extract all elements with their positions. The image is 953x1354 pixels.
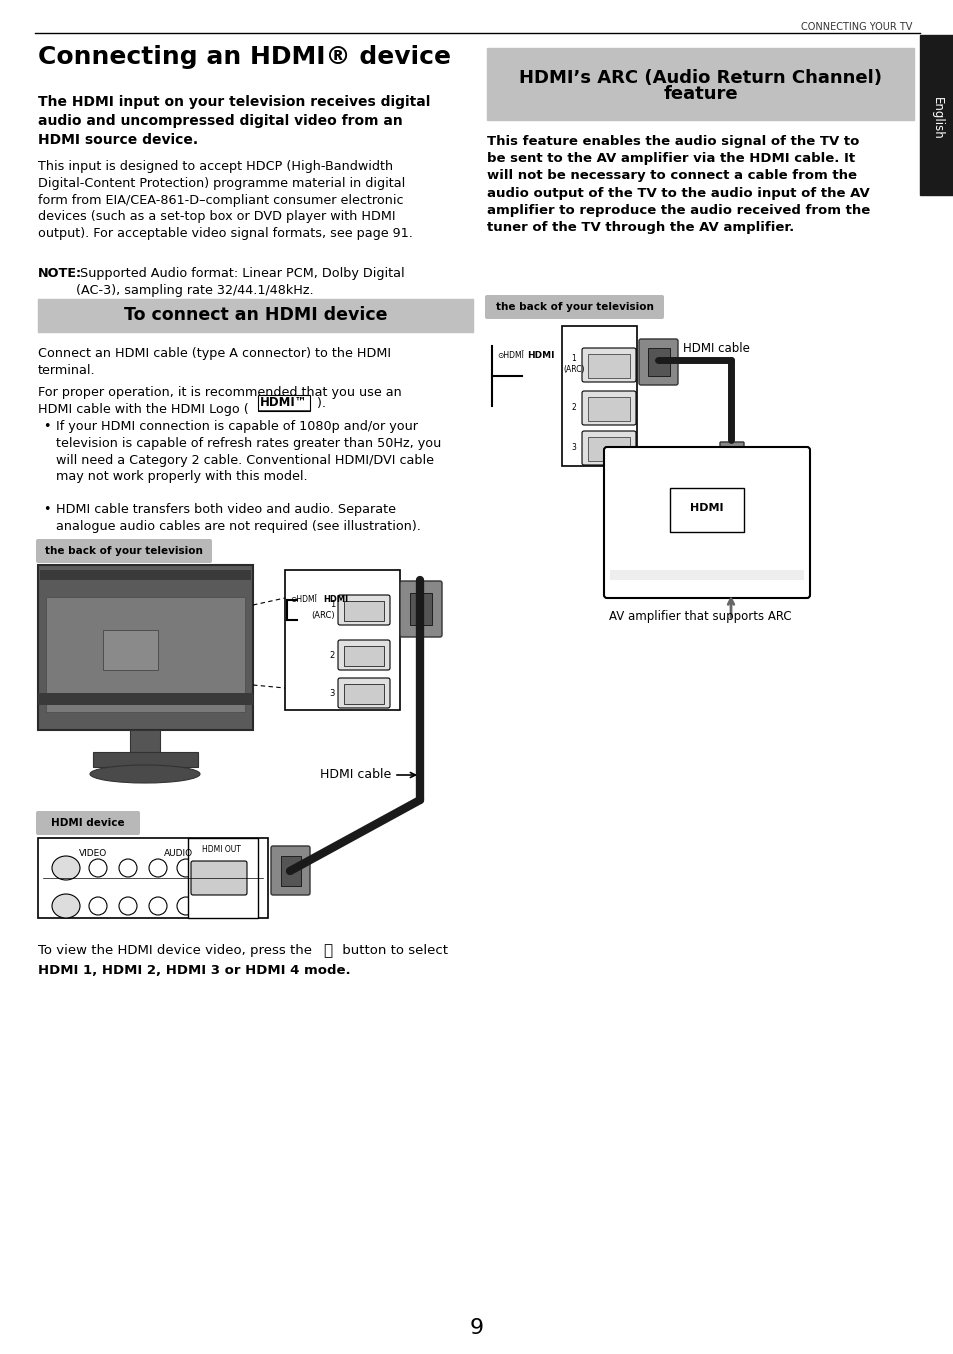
- Bar: [188, 838, 257, 918]
- FancyBboxPatch shape: [639, 338, 678, 385]
- Bar: [38, 838, 268, 918]
- Text: 1
(ARC): 1 (ARC): [311, 600, 335, 620]
- Text: HDMI device: HDMI device: [51, 818, 125, 829]
- Text: To view the HDMI device video, press the: To view the HDMI device video, press the: [38, 944, 315, 957]
- Circle shape: [177, 858, 194, 877]
- Bar: [344, 601, 384, 621]
- FancyBboxPatch shape: [337, 640, 390, 670]
- Text: HDMI’s ARC (Audio Return Channel): HDMI’s ARC (Audio Return Channel): [518, 69, 882, 87]
- FancyBboxPatch shape: [581, 431, 636, 464]
- FancyBboxPatch shape: [399, 581, 441, 636]
- Bar: [40, 570, 251, 580]
- Bar: [410, 593, 432, 626]
- Text: Connecting an HDMI® device: Connecting an HDMI® device: [38, 45, 451, 69]
- Circle shape: [119, 896, 137, 915]
- Bar: [103, 630, 158, 670]
- Text: 3: 3: [571, 443, 576, 451]
- FancyBboxPatch shape: [257, 395, 310, 412]
- Text: To connect an HDMI device: To connect an HDMI device: [124, 306, 387, 325]
- Bar: [92, 751, 198, 766]
- Ellipse shape: [52, 894, 80, 918]
- Text: HDMI: HDMI: [526, 352, 554, 360]
- Text: This input is designed to accept HDCP (High-Bandwidth
Digital-Content Protection: This input is designed to accept HDCP (H…: [38, 160, 413, 240]
- Circle shape: [149, 858, 167, 877]
- Text: CONNECTING YOUR TV: CONNECTING YOUR TV: [800, 22, 911, 32]
- Text: ⊙HDMĨ: ⊙HDMĨ: [290, 596, 316, 604]
- Text: the back of your television: the back of your television: [495, 302, 653, 311]
- Text: VIDEO: VIDEO: [79, 849, 107, 857]
- FancyBboxPatch shape: [603, 447, 809, 598]
- Bar: [38, 299, 473, 332]
- Bar: [38, 565, 253, 730]
- Text: HDMI 1, HDMI 2, HDMI 3 or HDMI 4 mode.: HDMI 1, HDMI 2, HDMI 3 or HDMI 4 mode.: [38, 964, 351, 978]
- Text: ).: ).: [313, 397, 326, 409]
- Text: the back of your television: the back of your television: [45, 546, 203, 556]
- Text: HDMI cable transfers both video and audio. Separate
analogue audio cables are no: HDMI cable transfers both video and audi…: [56, 502, 420, 533]
- FancyBboxPatch shape: [669, 487, 743, 532]
- Ellipse shape: [90, 765, 200, 783]
- Text: HDMI™: HDMI™: [260, 397, 308, 409]
- Text: •: •: [43, 420, 51, 433]
- Text: HDMI: HDMI: [690, 502, 723, 513]
- Bar: [281, 856, 301, 886]
- Bar: [344, 684, 384, 704]
- FancyBboxPatch shape: [484, 295, 663, 320]
- Circle shape: [89, 896, 107, 915]
- FancyBboxPatch shape: [581, 391, 636, 425]
- Circle shape: [177, 896, 194, 915]
- Text: 3: 3: [330, 688, 335, 697]
- Text: •: •: [43, 502, 51, 516]
- FancyBboxPatch shape: [271, 846, 310, 895]
- Text: NOTE:: NOTE:: [38, 267, 82, 280]
- Text: button to select: button to select: [337, 944, 448, 957]
- FancyBboxPatch shape: [337, 594, 390, 626]
- FancyBboxPatch shape: [337, 678, 390, 708]
- Text: HDMI OUT: HDMI OUT: [201, 845, 240, 854]
- Bar: [647, 348, 669, 376]
- FancyBboxPatch shape: [581, 348, 636, 382]
- Bar: [46, 597, 245, 712]
- Bar: [587, 437, 629, 460]
- FancyBboxPatch shape: [191, 861, 247, 895]
- Text: AV amplifier that supports ARC: AV amplifier that supports ARC: [609, 611, 791, 623]
- Text: 9: 9: [470, 1317, 483, 1338]
- Text: The HDMI input on your television receives digital
audio and uncompressed digita: The HDMI input on your television receiv…: [38, 95, 430, 146]
- FancyBboxPatch shape: [36, 539, 212, 563]
- Text: HDMI cable: HDMI cable: [319, 769, 415, 781]
- Bar: [587, 397, 629, 421]
- Circle shape: [149, 896, 167, 915]
- Text: ⊙HDMĨ: ⊙HDMĨ: [497, 352, 523, 360]
- Bar: [344, 646, 384, 666]
- Ellipse shape: [52, 856, 80, 880]
- Text: 1
(ARC): 1 (ARC): [562, 355, 584, 374]
- Text: If your HDMI connection is capable of 1080p and/or your
television is capable of: If your HDMI connection is capable of 10…: [56, 420, 441, 483]
- Text: AUDIO: AUDIO: [163, 849, 193, 857]
- Bar: [285, 570, 399, 709]
- Text: feature: feature: [662, 85, 737, 103]
- Text: For proper operation, it is recommended that you use an
HDMI cable with the HDMI: For proper operation, it is recommended …: [38, 386, 401, 416]
- Text: 2: 2: [571, 402, 576, 412]
- Text: HDMI: HDMI: [323, 596, 348, 604]
- FancyBboxPatch shape: [720, 441, 743, 477]
- Circle shape: [89, 858, 107, 877]
- Text: ⭯: ⭯: [323, 942, 332, 959]
- Bar: [486, 47, 913, 121]
- Text: 2: 2: [330, 650, 335, 659]
- Bar: [609, 570, 803, 580]
- Bar: [561, 326, 637, 466]
- Bar: [38, 693, 253, 705]
- Bar: [587, 353, 629, 378]
- FancyBboxPatch shape: [36, 811, 140, 835]
- Text: HDMI cable: HDMI cable: [682, 341, 749, 355]
- Bar: [130, 730, 160, 751]
- Circle shape: [119, 858, 137, 877]
- Bar: [919, 35, 953, 195]
- Text: English: English: [929, 96, 943, 139]
- Text: Supported Audio format: Linear PCM, Dolby Digital
(AC-3), sampling rate 32/44.1/: Supported Audio format: Linear PCM, Dolb…: [76, 267, 404, 297]
- Text: Connect an HDMI cable (type A connector) to the HDMI
terminal.: Connect an HDMI cable (type A connector)…: [38, 347, 391, 376]
- Text: This feature enables the audio signal of the TV to
be sent to the AV amplifier v: This feature enables the audio signal of…: [486, 135, 869, 234]
